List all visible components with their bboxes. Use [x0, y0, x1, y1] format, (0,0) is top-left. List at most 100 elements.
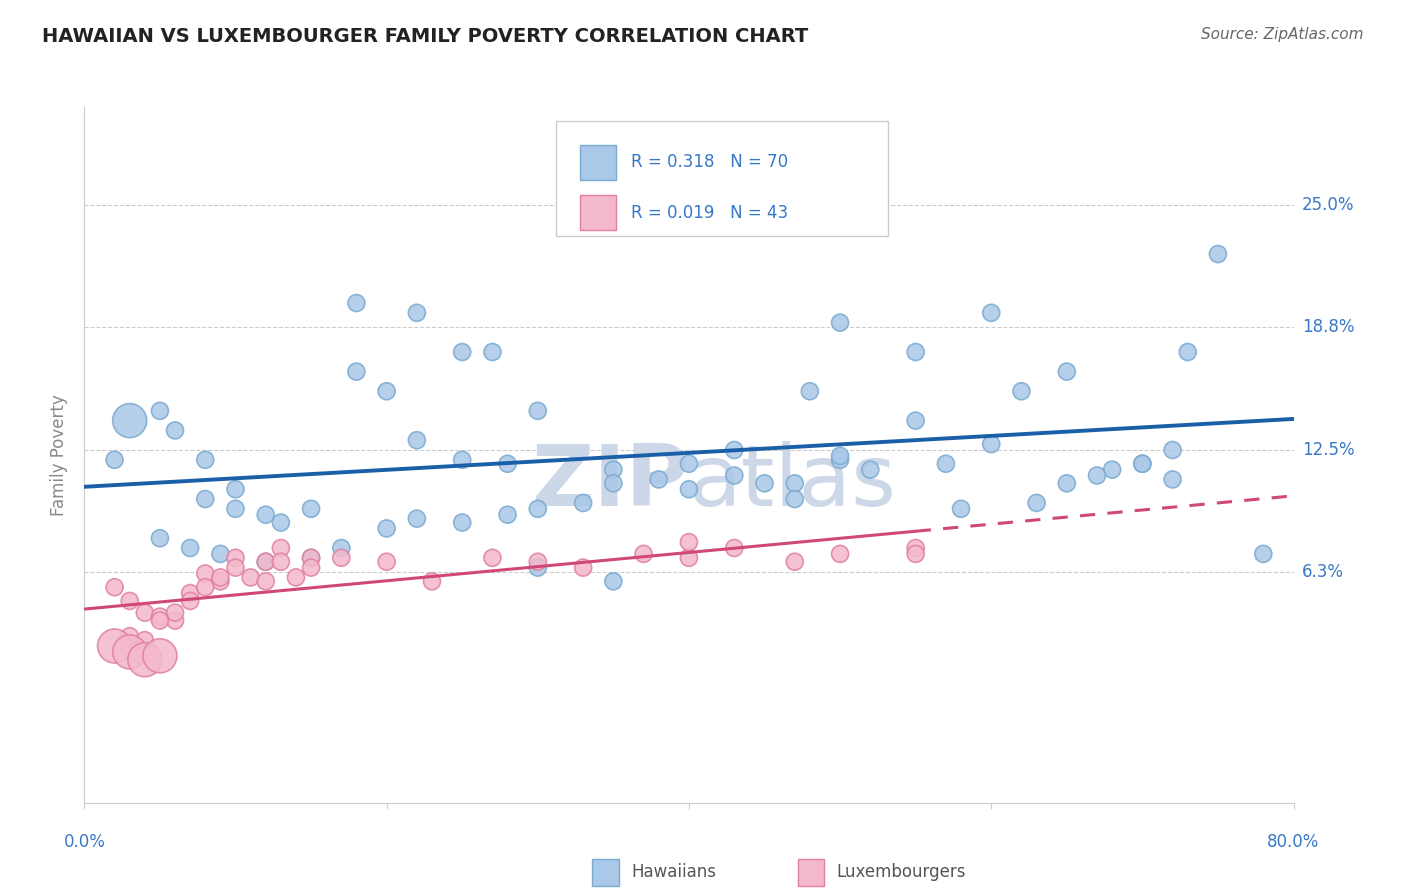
FancyBboxPatch shape: [592, 859, 619, 886]
Point: [723, 468, 745, 483]
Point: [754, 476, 776, 491]
Point: [163, 614, 186, 628]
Point: [980, 306, 1002, 320]
Point: [346, 296, 368, 310]
FancyBboxPatch shape: [581, 145, 616, 179]
Point: [299, 560, 322, 574]
Point: [830, 452, 852, 467]
Point: [179, 594, 201, 608]
Point: [572, 560, 595, 574]
Point: [526, 404, 548, 418]
Point: [254, 508, 277, 522]
Point: [346, 365, 368, 379]
Text: Luxembourgers: Luxembourgers: [837, 863, 966, 881]
Point: [375, 521, 398, 535]
Text: atlas: atlas: [689, 442, 897, 524]
Text: 80.0%: 80.0%: [1267, 833, 1320, 851]
Point: [179, 586, 201, 600]
Point: [723, 443, 745, 458]
Point: [299, 550, 322, 565]
Text: 25.0%: 25.0%: [1302, 196, 1354, 214]
Point: [451, 516, 474, 530]
Point: [496, 508, 519, 522]
Point: [602, 462, 624, 476]
Point: [225, 501, 247, 516]
Point: [1010, 384, 1032, 399]
Point: [225, 560, 247, 574]
Point: [330, 550, 353, 565]
Point: [830, 449, 852, 463]
Point: [209, 570, 232, 584]
Text: R = 0.318   N = 70: R = 0.318 N = 70: [631, 153, 787, 171]
Point: [481, 345, 503, 359]
Point: [118, 414, 141, 428]
Point: [420, 574, 443, 589]
Point: [104, 639, 127, 653]
Point: [149, 404, 172, 418]
Point: [375, 384, 398, 399]
Point: [163, 606, 186, 620]
Point: [526, 555, 548, 569]
Point: [118, 594, 141, 608]
Point: [134, 653, 156, 667]
Point: [904, 345, 927, 359]
Point: [1025, 496, 1047, 510]
Point: [602, 574, 624, 589]
Point: [647, 472, 671, 486]
Point: [633, 547, 655, 561]
Point: [163, 424, 186, 438]
Point: [118, 629, 141, 643]
Text: Hawaiians: Hawaiians: [631, 863, 716, 881]
Y-axis label: Family Poverty: Family Poverty: [51, 394, 69, 516]
Point: [451, 452, 474, 467]
Point: [299, 501, 322, 516]
Point: [1085, 468, 1108, 483]
Point: [406, 306, 429, 320]
Text: 12.5%: 12.5%: [1302, 441, 1354, 459]
Point: [194, 452, 217, 467]
Point: [1056, 365, 1078, 379]
Point: [1206, 247, 1229, 261]
Point: [330, 541, 353, 555]
Text: 6.3%: 6.3%: [1302, 563, 1344, 581]
Point: [149, 648, 172, 663]
Point: [134, 606, 156, 620]
Point: [209, 547, 232, 561]
Text: ZIP: ZIP: [531, 442, 689, 524]
Point: [830, 316, 852, 330]
FancyBboxPatch shape: [555, 121, 889, 235]
Point: [830, 547, 852, 561]
Text: Source: ZipAtlas.com: Source: ZipAtlas.com: [1201, 27, 1364, 42]
Point: [1056, 476, 1078, 491]
Point: [980, 437, 1002, 451]
Point: [1130, 457, 1153, 471]
Text: HAWAIIAN VS LUXEMBOURGER FAMILY POVERTY CORRELATION CHART: HAWAIIAN VS LUXEMBOURGER FAMILY POVERTY …: [42, 27, 808, 45]
Point: [299, 550, 322, 565]
Point: [270, 541, 292, 555]
FancyBboxPatch shape: [797, 859, 824, 886]
Point: [451, 345, 474, 359]
Point: [270, 516, 292, 530]
Point: [481, 550, 503, 565]
Point: [225, 550, 247, 565]
Point: [104, 580, 127, 594]
Point: [526, 501, 548, 516]
Point: [104, 452, 127, 467]
Text: 18.8%: 18.8%: [1302, 318, 1354, 335]
Point: [284, 570, 308, 584]
Point: [783, 491, 806, 506]
Point: [194, 580, 217, 594]
Point: [678, 457, 700, 471]
Point: [526, 560, 548, 574]
Point: [602, 476, 624, 491]
Point: [1161, 472, 1184, 486]
Point: [783, 476, 806, 491]
Point: [678, 482, 700, 496]
Point: [270, 555, 292, 569]
Point: [935, 457, 957, 471]
Point: [496, 457, 519, 471]
Point: [678, 535, 700, 549]
Point: [149, 609, 172, 624]
Point: [225, 482, 247, 496]
Point: [859, 462, 882, 476]
